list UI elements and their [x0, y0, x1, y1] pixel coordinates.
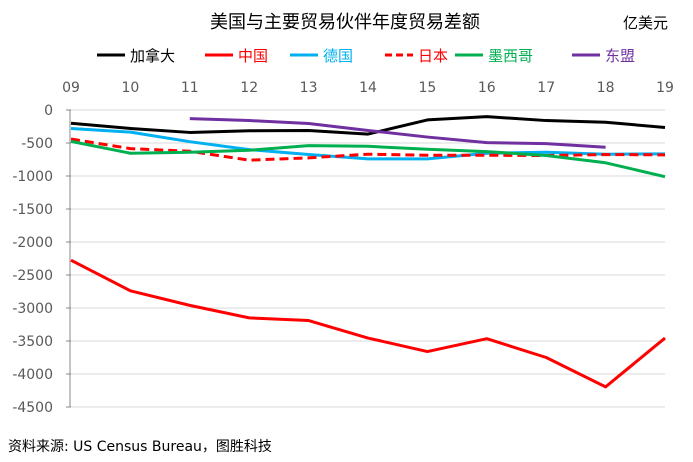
- legend-label: 日本: [418, 47, 448, 65]
- y-tick-label: -2000: [12, 235, 53, 251]
- x-tick-label: 09: [62, 80, 80, 96]
- y-tick-label: -2500: [12, 268, 53, 284]
- y-tick-label: 0: [44, 103, 53, 119]
- unit-label: 亿美元: [623, 14, 668, 32]
- series-line-1: [70, 258, 666, 389]
- y-tick-label: -1500: [12, 202, 53, 218]
- x-tick-label: 10: [121, 80, 139, 96]
- x-tick-label: 12: [240, 80, 258, 96]
- legend-label: 德国: [323, 47, 353, 65]
- x-axis: 09 10 11 12 13 14 15 16 17 18 19: [62, 80, 674, 96]
- x-tick-label: 19: [656, 80, 674, 96]
- y-axis: 0 -500 -1000 -1500 -2000 -2500 -3000 -3500 -4000…: [12, 103, 71, 416]
- legend-label: 东盟: [605, 47, 635, 65]
- x-tick-label: 18: [597, 80, 615, 96]
- x-tick-label: 13: [300, 80, 318, 96]
- y-tick-label: -3000: [12, 301, 53, 317]
- legend-label: 墨西哥: [488, 47, 533, 65]
- y-tick-label: -4000: [12, 367, 53, 383]
- y-tick-label: -500: [21, 136, 53, 152]
- x-tick-label: 14: [359, 80, 377, 96]
- series-line-5: [189, 117, 606, 149]
- x-tick-label: 17: [537, 80, 555, 96]
- chart-title: 美国与主要贸易伙伴年度贸易差额: [210, 12, 480, 33]
- series-line-4: [70, 139, 666, 179]
- legend-label: 中国: [238, 47, 268, 65]
- legend-label: 加拿大: [130, 47, 175, 65]
- series-line-2: [70, 126, 666, 161]
- series-line-3: [70, 137, 666, 162]
- x-tick-label: 15: [418, 80, 436, 96]
- y-tick-label: -3500: [12, 334, 53, 350]
- y-tick-label: -1000: [12, 169, 53, 185]
- source-note: 资料来源: US Census Bureau，图胜科技: [8, 439, 272, 455]
- grid: [71, 109, 665, 408]
- x-tick-label: 16: [478, 80, 496, 96]
- legend: 加拿大 中国 德国 日本 墨西哥 东盟: [97, 47, 635, 65]
- x-tick-label: 11: [181, 80, 199, 96]
- y-tick-label: -4500: [12, 400, 53, 416]
- series-lines: [70, 115, 666, 389]
- series-line-0: [70, 115, 666, 136]
